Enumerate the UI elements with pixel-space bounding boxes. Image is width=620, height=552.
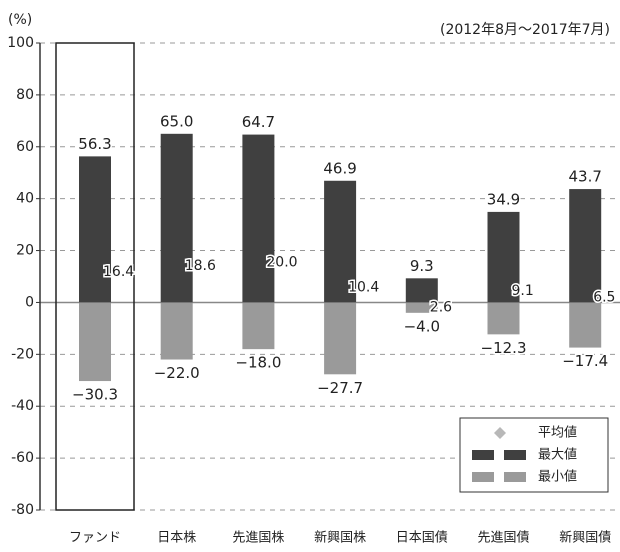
legend-marker — [494, 427, 506, 439]
value-label: 65.0 — [160, 112, 193, 130]
x-tick-label: ファンド — [69, 531, 121, 546]
value-label: −22.0 — [154, 364, 200, 382]
y-tick-label: -60 — [11, 450, 34, 466]
legend-label: 最大値 — [538, 447, 577, 463]
unit-label: (%) — [8, 12, 32, 28]
bar — [569, 189, 602, 303]
value-label: 34.9 — [487, 190, 520, 208]
x-tick-label: 日本株 — [157, 531, 196, 546]
legend-swatch — [504, 450, 526, 460]
average-label: 16.4 — [103, 264, 134, 280]
value-label: 56.3 — [78, 135, 111, 153]
legend-swatch — [504, 472, 526, 482]
y-tick-label: 0 — [25, 294, 34, 310]
bar — [242, 134, 275, 303]
bar — [487, 302, 520, 335]
x-tick-label: 新興国債 — [559, 530, 611, 546]
value-label: −30.3 — [72, 386, 118, 404]
legend-swatch — [472, 450, 494, 460]
x-tick-label: 先進国株 — [232, 531, 284, 546]
value-label: 64.7 — [242, 113, 275, 131]
value-label: −4.0 — [404, 317, 440, 335]
y-tick-label: -80 — [11, 502, 34, 518]
value-label: 9.3 — [410, 257, 434, 275]
average-label: 20.0 — [266, 255, 297, 271]
average-label: 2.6 — [430, 300, 452, 316]
bar — [569, 302, 602, 348]
bar — [160, 133, 193, 303]
average-label: 6.5 — [593, 290, 615, 306]
x-tick-label: 新興国株 — [314, 530, 366, 546]
x-tick-label: 日本国債 — [396, 531, 448, 546]
bar — [79, 156, 111, 303]
bar — [324, 302, 357, 375]
average-label: 18.6 — [185, 258, 216, 274]
y-tick-label: 100 — [7, 35, 34, 51]
y-tick-label: 60 — [16, 139, 34, 155]
y-tick-label: 80 — [16, 87, 34, 103]
average-label: 9.1 — [512, 283, 534, 299]
value-label: −27.7 — [317, 379, 363, 397]
y-tick-label: -40 — [11, 398, 34, 414]
value-label: −17.4 — [562, 352, 608, 370]
value-label: 43.7 — [568, 168, 601, 186]
x-tick-label: 先進国債 — [477, 531, 529, 546]
legend-label: 最小値 — [538, 469, 577, 485]
bar — [79, 302, 111, 382]
bar — [405, 278, 438, 303]
value-label: 46.9 — [323, 159, 356, 177]
y-tick-label: -20 — [11, 346, 34, 362]
bar — [324, 180, 357, 303]
value-label: −12.3 — [481, 339, 527, 357]
subtitle: (2012年8月～2017年7月) — [440, 22, 610, 38]
bar — [487, 211, 520, 303]
legend-swatch — [472, 472, 494, 482]
bar — [405, 302, 438, 313]
bar — [160, 302, 193, 360]
bar — [242, 302, 275, 350]
y-tick-label: 20 — [16, 243, 34, 259]
y-tick-label: 40 — [16, 191, 34, 207]
average-label: 10.4 — [348, 279, 379, 295]
legend-label: 平均値 — [538, 425, 577, 441]
value-label: −18.0 — [235, 354, 281, 372]
highlight-box — [55, 42, 135, 511]
